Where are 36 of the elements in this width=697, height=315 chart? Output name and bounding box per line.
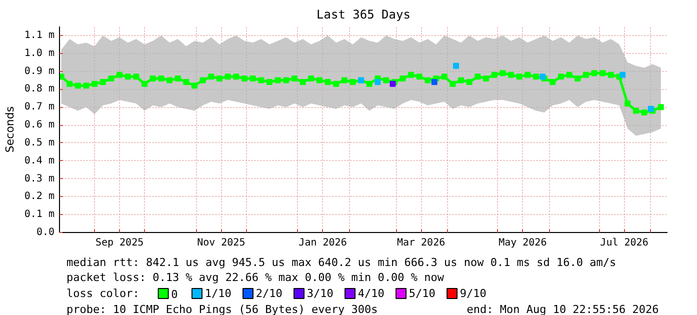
- legend-label: 0: [171, 288, 178, 301]
- x-tick-label: Jul 2026: [600, 238, 648, 248]
- y-tick-label: 0.7 m: [24, 102, 55, 113]
- x-tick-label: Jan 2026: [298, 238, 347, 248]
- legend-label: 1/10: [204, 287, 232, 300]
- x-tick-label: May 2026: [498, 238, 547, 248]
- x-tick-label: Mar 2026: [396, 238, 446, 248]
- point: [431, 79, 438, 86]
- text: end: Mon Aug 10 22:55:56 2026: [466, 303, 659, 315]
- legend-title: loss color:: [66, 287, 140, 300]
- y-tick-label: 0.1 m: [24, 209, 55, 220]
- point: [374, 79, 381, 86]
- text: median rtt: 842.1 us avg 945.5 us max 640.2 us min 666.3 us now 0.1 ms sd 16.0 am/s: [66, 256, 616, 269]
- y-tick-label: 0.5 m: [24, 137, 55, 148]
- x-tick-label: Nov 2025: [197, 238, 246, 248]
- text: probe: 10 ICMP Echo Pings (56 Bytes) every 300s: [66, 303, 378, 315]
- y-tick-label: 0.0: [36, 227, 54, 238]
- legend-label: 5/10: [408, 287, 436, 300]
- x-tick-label: Sep 2025: [95, 238, 144, 248]
- point: [620, 72, 626, 78]
- legend-label: 2/10: [256, 287, 282, 300]
- legend-label: 9/10: [460, 287, 486, 300]
- text: packet loss: 0.13 % avg 22.66 % max 0.00 % min 0.00 % now: [66, 271, 444, 284]
- point: [453, 62, 460, 69]
- y-tick-label: 0.2 m: [24, 191, 55, 202]
- y-tick-label: 0.8 m: [24, 84, 55, 95]
- legend-label: 3/10: [306, 287, 334, 300]
- y-tick-label: 1.1 m: [24, 30, 55, 41]
- y-tick-label: 0.6 m: [24, 120, 55, 131]
- y-tick-label: 1.0 m: [24, 48, 55, 59]
- y-axis-title: Seconds: [3, 106, 16, 153]
- y-tick-label: 0.9 m: [24, 66, 55, 77]
- chart-title: Last 365 Days: [316, 8, 410, 22]
- legend-label: 4/10: [358, 287, 384, 300]
- y-tick-label: 0.3 m: [24, 173, 55, 184]
- y-tick-label: 0.4 m: [24, 155, 55, 166]
